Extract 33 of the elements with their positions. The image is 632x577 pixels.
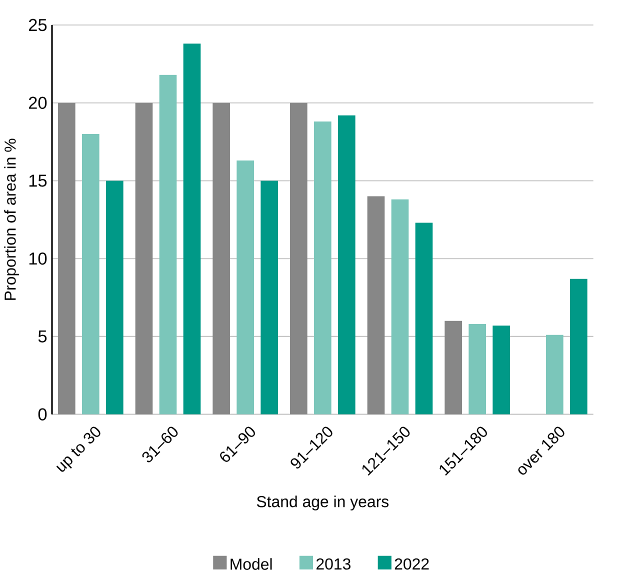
bar [82, 134, 100, 414]
bar [444, 320, 462, 414]
y-tick-label: 0 [38, 408, 47, 420]
y-tick-label: 20 [28, 96, 47, 109]
bar [106, 180, 124, 414]
bar [546, 334, 564, 414]
y-tick-label: 5 [38, 330, 47, 342]
x-axis-title: Stand age in years [256, 496, 389, 510]
bar [415, 222, 433, 414]
legend-label: 2022 [394, 558, 429, 570]
bar [290, 102, 308, 414]
bar [183, 44, 201, 414]
y-tick-label: 25 [28, 18, 47, 32]
bar [159, 74, 177, 414]
bar [468, 324, 486, 414]
bar [367, 196, 385, 414]
x-tick-label: up to 30 [56, 426, 100, 472]
y-axis-title: Proportion of area in % [4, 138, 19, 300]
bar [570, 278, 588, 414]
bar [236, 160, 254, 414]
legend-label: 2013 [316, 558, 350, 570]
bar [338, 115, 356, 414]
bar [212, 102, 230, 414]
bar [135, 102, 153, 414]
y-tick-label: 10 [29, 252, 47, 265]
bar [314, 122, 332, 414]
bar [58, 102, 76, 414]
x-tick-label: over 180 [518, 426, 564, 475]
bar [260, 180, 278, 414]
bar [391, 199, 409, 414]
bar [492, 326, 510, 414]
y-tick-label: 15 [29, 174, 47, 187]
legend-label: Model [230, 558, 272, 570]
